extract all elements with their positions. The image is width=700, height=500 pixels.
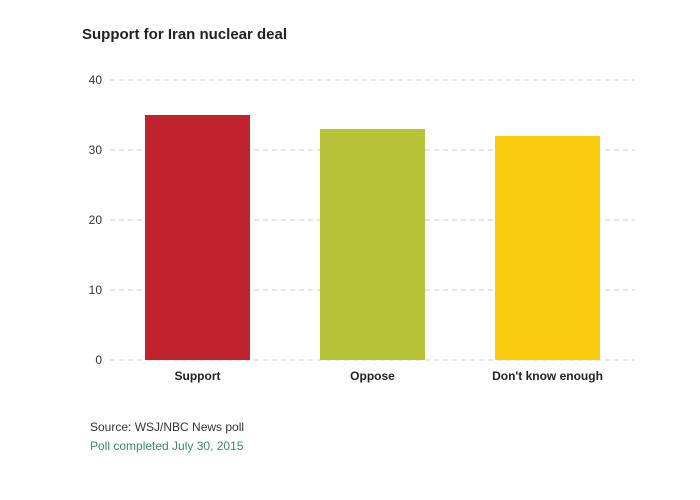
poll-date-note: Poll completed July 30, 2015 <box>90 439 244 453</box>
y-tick-label-0: 0 <box>95 353 102 367</box>
bar-oppose <box>320 129 425 360</box>
x-tick-label-don-t-know-enough: Don't know enough <box>492 369 603 383</box>
x-tick-label-oppose: Oppose <box>350 369 395 383</box>
y-tick-label-40: 40 <box>89 73 103 87</box>
y-tick-label-30: 30 <box>89 143 103 157</box>
y-tick-label-20: 20 <box>89 213 103 227</box>
y-tick-label-10: 10 <box>89 283 103 297</box>
x-tick-label-support: Support <box>175 369 221 383</box>
source-note: Source: WSJ/NBC News poll <box>90 420 245 434</box>
chart-title: Support for Iran nuclear deal <box>82 26 288 43</box>
bar-don-t-know-enough <box>495 136 600 360</box>
bar-support <box>145 115 250 360</box>
